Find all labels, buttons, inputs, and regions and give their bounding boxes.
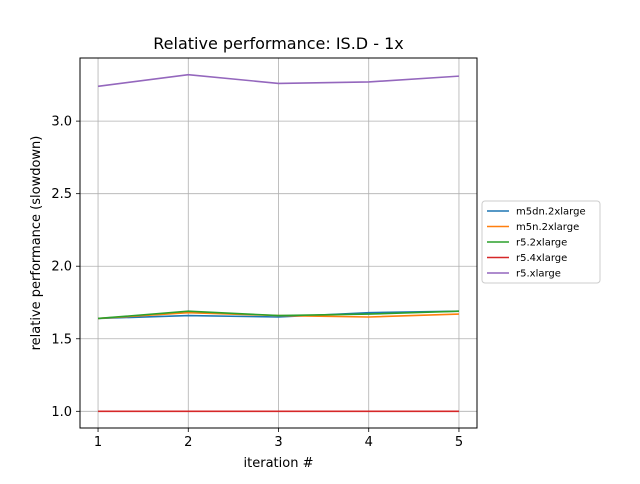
y-axis-label: relative performance (slowdown) (29, 136, 44, 351)
y-tick-label: 2.5 (51, 187, 72, 202)
series-line-m5dn-2xlarge (98, 310, 459, 320)
legend-label: r5.4xlarge (516, 253, 567, 264)
y-tick-label: 2.0 (51, 260, 72, 275)
grid (80, 58, 477, 428)
x-tick-label: 3 (274, 435, 282, 450)
ticks: 1 2 3 4 5 1.0 1.5 2.0 2.5 3.0 (51, 115, 463, 450)
legend-label: m5n.2xlarge (516, 222, 579, 233)
y-tick-label: 1.0 (51, 405, 72, 420)
legend: m5dn.2xlarge m5n.2xlarge r5.2xlarge r5.4xla… (481, 200, 601, 284)
x-tick-label: 2 (184, 435, 192, 450)
legend-label: r5.2xlarge (516, 238, 567, 249)
legend-label: r5.xlarge (516, 269, 561, 280)
x-tick-label: 5 (455, 435, 463, 450)
legend-box (481, 200, 601, 284)
chart-title: Relative performance: IS.D - 1x (153, 34, 403, 53)
x-tick-label: 1 (94, 435, 102, 450)
legend-label: m5dn.2xlarge (516, 207, 586, 218)
series-lines (97, 73, 460, 413)
y-tick-label: 1.5 (51, 332, 72, 347)
series-line-r5-xlarge (97, 73, 460, 88)
y-tick-label: 3.0 (51, 115, 72, 130)
series-line-r5-2xlarge (97, 310, 459, 320)
x-axis-label: iteration # (244, 456, 314, 471)
x-tick-label: 4 (365, 435, 373, 450)
